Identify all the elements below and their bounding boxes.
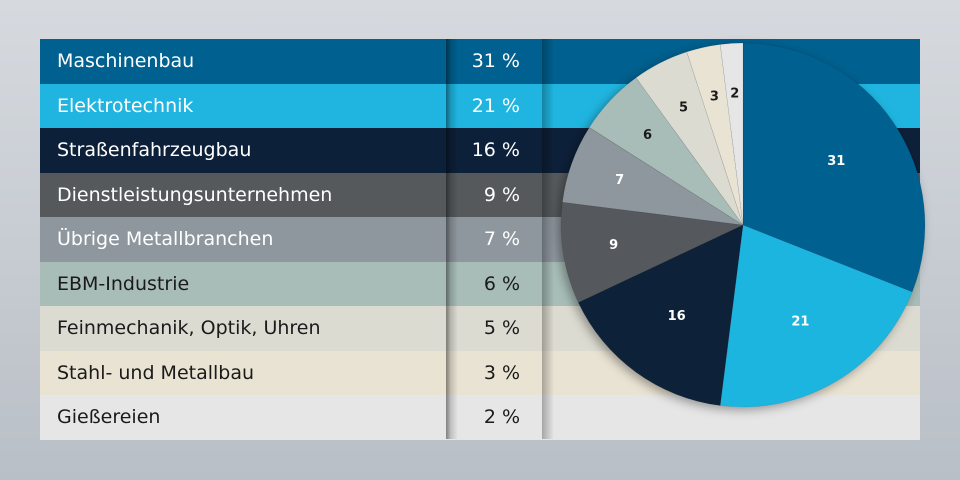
slice-label: 2: [730, 87, 739, 102]
slice-label: 9: [609, 238, 618, 253]
slice-label: 31: [827, 154, 845, 169]
category-label: EBM-Industrie: [57, 272, 190, 295]
category-label: Feinmechanik, Optik, Uhren: [57, 317, 321, 340]
category-label: Maschinenbau: [57, 50, 195, 73]
category-label: Gießereien: [57, 406, 161, 429]
slice-label: 6: [643, 128, 652, 143]
percent-label: 3 %: [483, 361, 520, 384]
pie-slices: [560, 42, 926, 408]
percent-label: 6 %: [483, 272, 520, 295]
slice-label: 16: [668, 309, 686, 324]
pie-slice: [577, 224, 744, 406]
slice-label: 3: [710, 90, 719, 105]
pie-slice: [560, 201, 745, 303]
slice-label: 5: [679, 101, 688, 116]
slice-label: 21: [791, 315, 809, 330]
pie-slice: [742, 42, 926, 293]
category-label: Elektrotechnik: [57, 94, 194, 117]
percent-label: 16 %: [471, 139, 520, 162]
pie-slice: [719, 42, 744, 226]
category-label: Stahl- und Metallbau: [57, 361, 255, 384]
category-label: Straßenfahrzeugbau: [57, 139, 252, 162]
percent-label: 9 %: [483, 183, 520, 206]
column-divider: [446, 39, 450, 439]
category-label: Dienstleistungsunternehmen: [57, 183, 333, 206]
percent-label: 21 %: [471, 94, 520, 117]
percent-label: 2 %: [483, 406, 520, 429]
slice-label: 7: [615, 173, 624, 188]
category-label: Übrige Metallbranchen: [57, 228, 274, 251]
percent-label: 5 %: [483, 317, 520, 340]
pie-slice: [719, 224, 913, 408]
percent-label: 31 %: [471, 50, 520, 73]
percent-label: 7 %: [483, 228, 520, 251]
